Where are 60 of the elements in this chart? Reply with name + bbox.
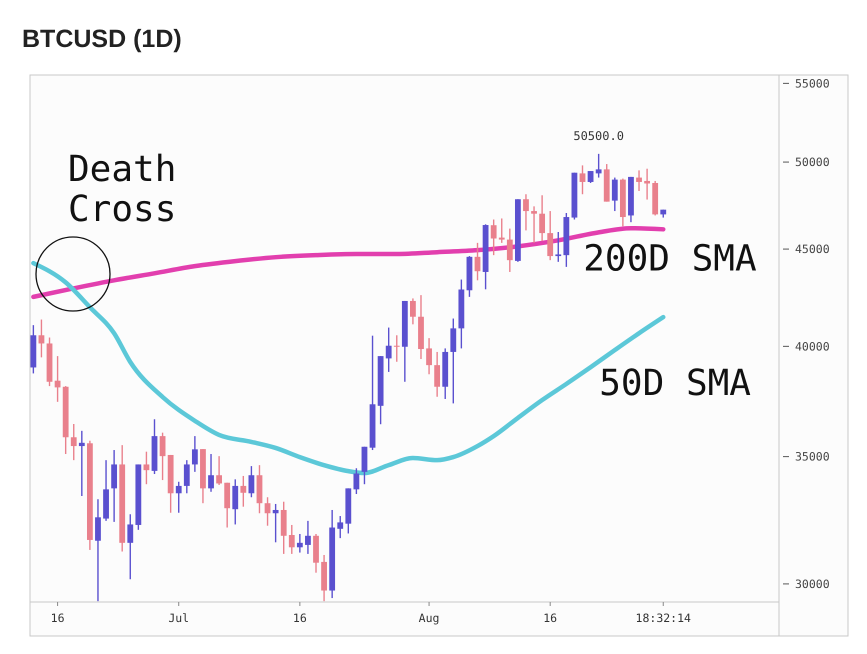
candlestick [426,337,432,375]
candlestick [450,318,456,404]
candlestick [588,170,594,184]
candlestick [264,496,270,526]
chart-title: BTCUSD (1D) [22,25,182,53]
candlestick [547,210,554,261]
annotation: Death Cross [68,149,176,230]
x-tick-label: 16 [50,611,65,625]
candlestick [272,503,279,544]
candlestick [54,355,60,403]
candlestick [160,432,166,481]
candlestick [240,475,246,508]
candlestick [111,449,118,523]
y-tick-label: 35000 [795,450,830,464]
x-tick-label: 16 [292,611,307,625]
candlestick [296,533,303,554]
candlestick [288,524,295,555]
candlestick [498,218,505,244]
series-label: 200D SMA [583,238,757,280]
candlestick [248,465,254,498]
candlestick [38,318,44,358]
candlestick [192,435,198,473]
candlestick [305,520,311,555]
x-tick-label: Aug [418,611,440,625]
series-label: 50D SMA [599,363,752,404]
candlestick [70,423,77,461]
candlestick [127,514,134,580]
candlestick [596,153,602,178]
candlestick [216,455,222,486]
candlestick [506,228,513,273]
annotation: 50500.0 [573,128,624,143]
candlestick [612,176,618,212]
candlestick [644,168,650,200]
candlestick [434,351,440,398]
candlestick [539,194,546,242]
y-tick-label: 40000 [795,339,830,354]
y-tick-label: 55000 [795,76,830,90]
y-tick-label: 45000 [795,242,830,256]
candlestick [353,468,360,495]
candlestick [337,515,344,539]
candlestick [386,326,392,373]
x-tick-label: Jul [168,611,190,625]
candlestick [636,170,642,192]
candlestick [474,242,480,282]
candlestick [232,478,238,526]
candlestick [176,481,182,514]
candlestick [523,194,529,232]
candlestick [531,206,537,244]
y-tick-label: 30000 [795,576,830,591]
candlestick [208,453,214,492]
x-tick-label: 18:32:14 [636,611,692,625]
candlestick [580,164,586,195]
candlestick [95,498,101,602]
candlestick [490,218,497,256]
candlestick [184,459,190,494]
candlestick [144,450,150,485]
y-tick-label: 50000 [795,155,830,170]
x-tick-label: 16 [543,611,558,625]
candlestick [410,298,416,326]
candlestick [394,334,400,362]
